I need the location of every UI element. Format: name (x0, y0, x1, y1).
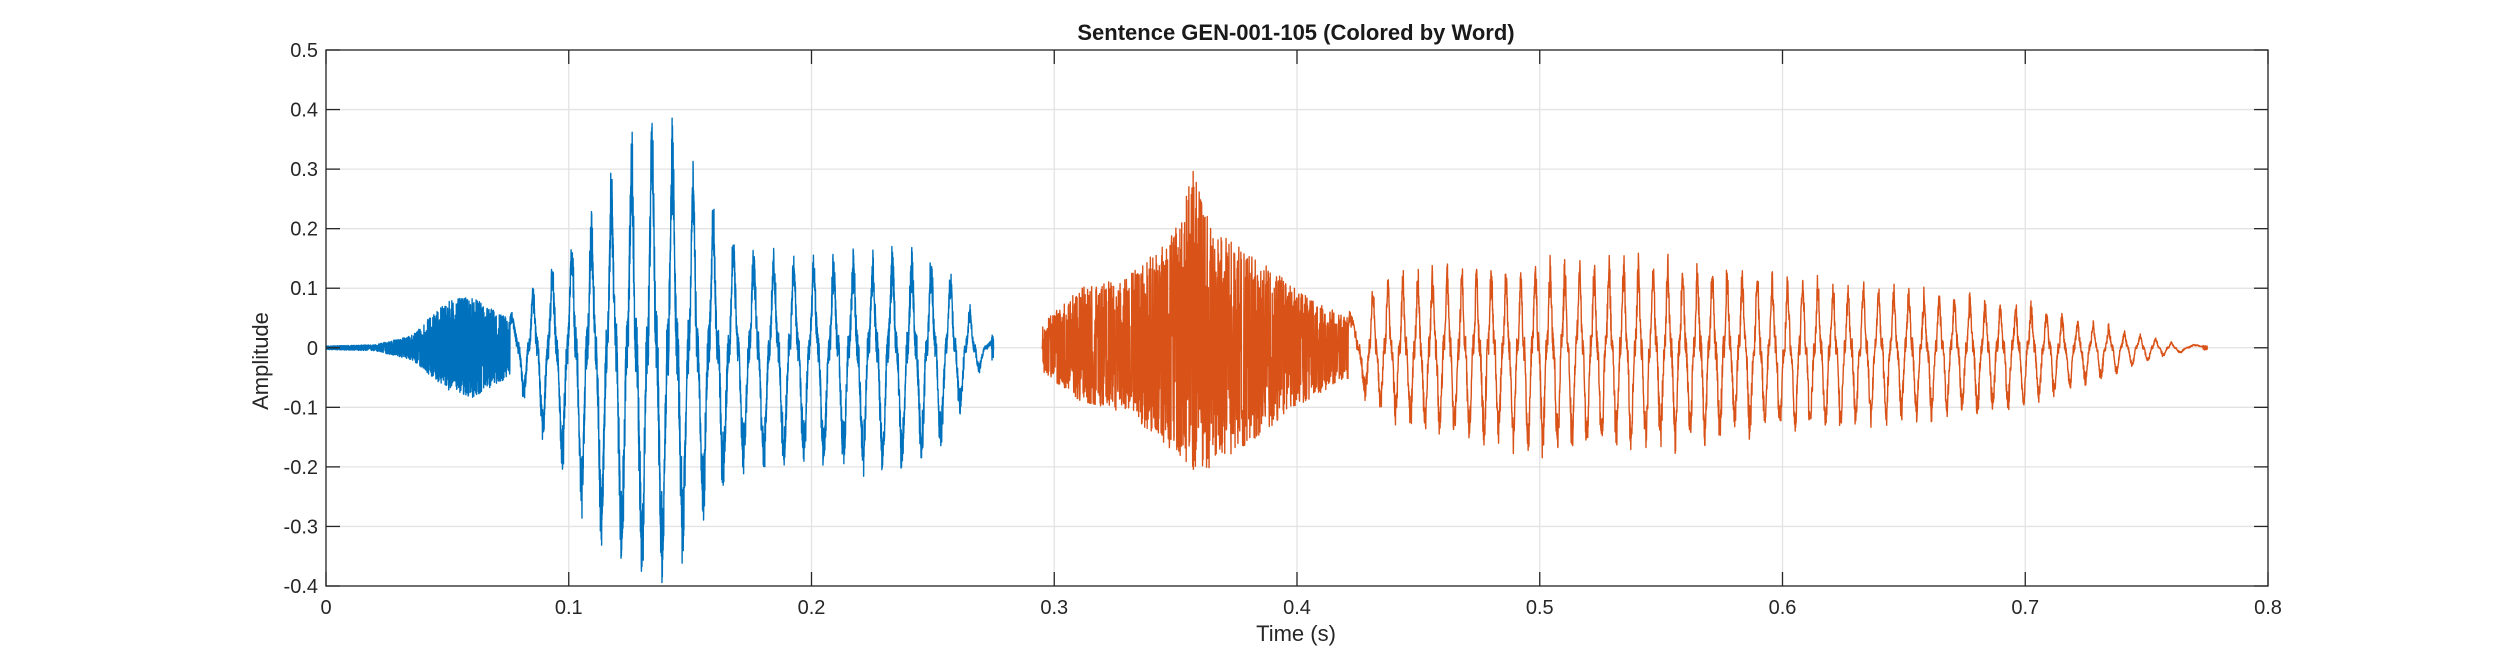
x-tick-label-5: 0.5 (1526, 597, 1554, 619)
axes (325, 49, 2269, 587)
tick-labels: 0 0.1 0.2 0.3 0.4 0.5 0.6 0.7 0.8 -0.4 -0.3 -0.2 -0.… (284, 40, 2282, 619)
chart-title: Sentence GEN-001-105 (Colored by Word) (1077, 20, 1514, 45)
x-tick-label-3: 0.3 (1040, 597, 1068, 619)
x-tick-label-0: 0 (320, 597, 331, 619)
waveform-series-1 (1041, 170, 2209, 471)
x-tick-label-6: 0.6 (1769, 597, 1797, 619)
x-tick-label-7: 0.7 (2011, 597, 2039, 619)
x-tick-label-8: 0.8 (2254, 597, 2282, 619)
y-tick-label-6: 0.2 (290, 219, 318, 241)
x-tick-label-4: 0.4 (1283, 597, 1311, 619)
y-axis-label: Amplitude (248, 312, 273, 410)
y-tick-label-5: 0.1 (290, 278, 318, 300)
y-tick-label-1: -0.3 (284, 516, 318, 538)
waveform-series-0 (325, 117, 995, 584)
x-axis-label: Time (s) (1256, 621, 1336, 646)
y-tick-label-3: -0.1 (284, 397, 318, 419)
series-layer (325, 117, 2209, 584)
y-tick-label-7: 0.3 (290, 159, 318, 181)
y-tick-label-9: 0.5 (290, 40, 318, 62)
x-tick-label-2: 0.2 (798, 597, 826, 619)
y-tick-label-0: -0.4 (284, 576, 318, 598)
x-tick-label-1: 0.1 (555, 597, 583, 619)
y-tick-label-4: 0 (307, 338, 318, 360)
y-tick-label-8: 0.4 (290, 100, 318, 122)
y-tick-label-2: -0.2 (284, 457, 318, 479)
